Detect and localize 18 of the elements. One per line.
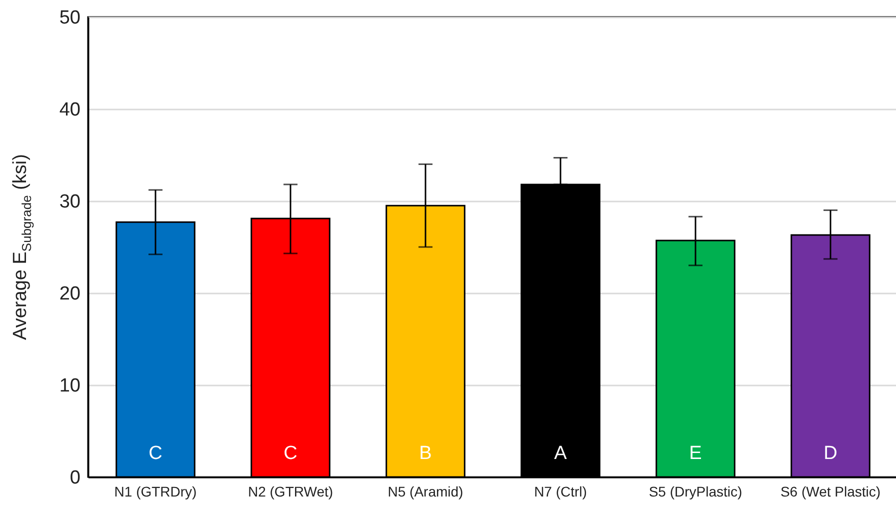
annotation: E xyxy=(689,443,702,464)
y-tick-label: 20 xyxy=(59,284,80,304)
y-tick-label: 10 xyxy=(59,376,80,396)
annotation: C xyxy=(284,443,298,464)
x-tick-label: S5 (DryPlastic) xyxy=(648,484,742,500)
y-tick-label: 50 xyxy=(59,8,80,28)
x-tick-label: N5 (Aramid) xyxy=(388,484,464,500)
y-tick-label: 40 xyxy=(59,100,80,120)
x-tick-label: N1 (GTRDry) xyxy=(114,484,197,500)
annotation: B xyxy=(419,443,432,464)
annotation: A xyxy=(554,443,568,464)
annotation: C xyxy=(148,443,162,464)
x-tick-label: N7 (Ctrl) xyxy=(534,484,587,500)
annotation: D xyxy=(824,443,838,464)
x-tick-label: S6 (Wet Plastic) xyxy=(780,484,881,500)
y-tick-label: 0 xyxy=(70,468,80,488)
x-tick-label: N2 (GTRWet) xyxy=(248,484,334,500)
y-tick-label: 30 xyxy=(59,192,80,212)
